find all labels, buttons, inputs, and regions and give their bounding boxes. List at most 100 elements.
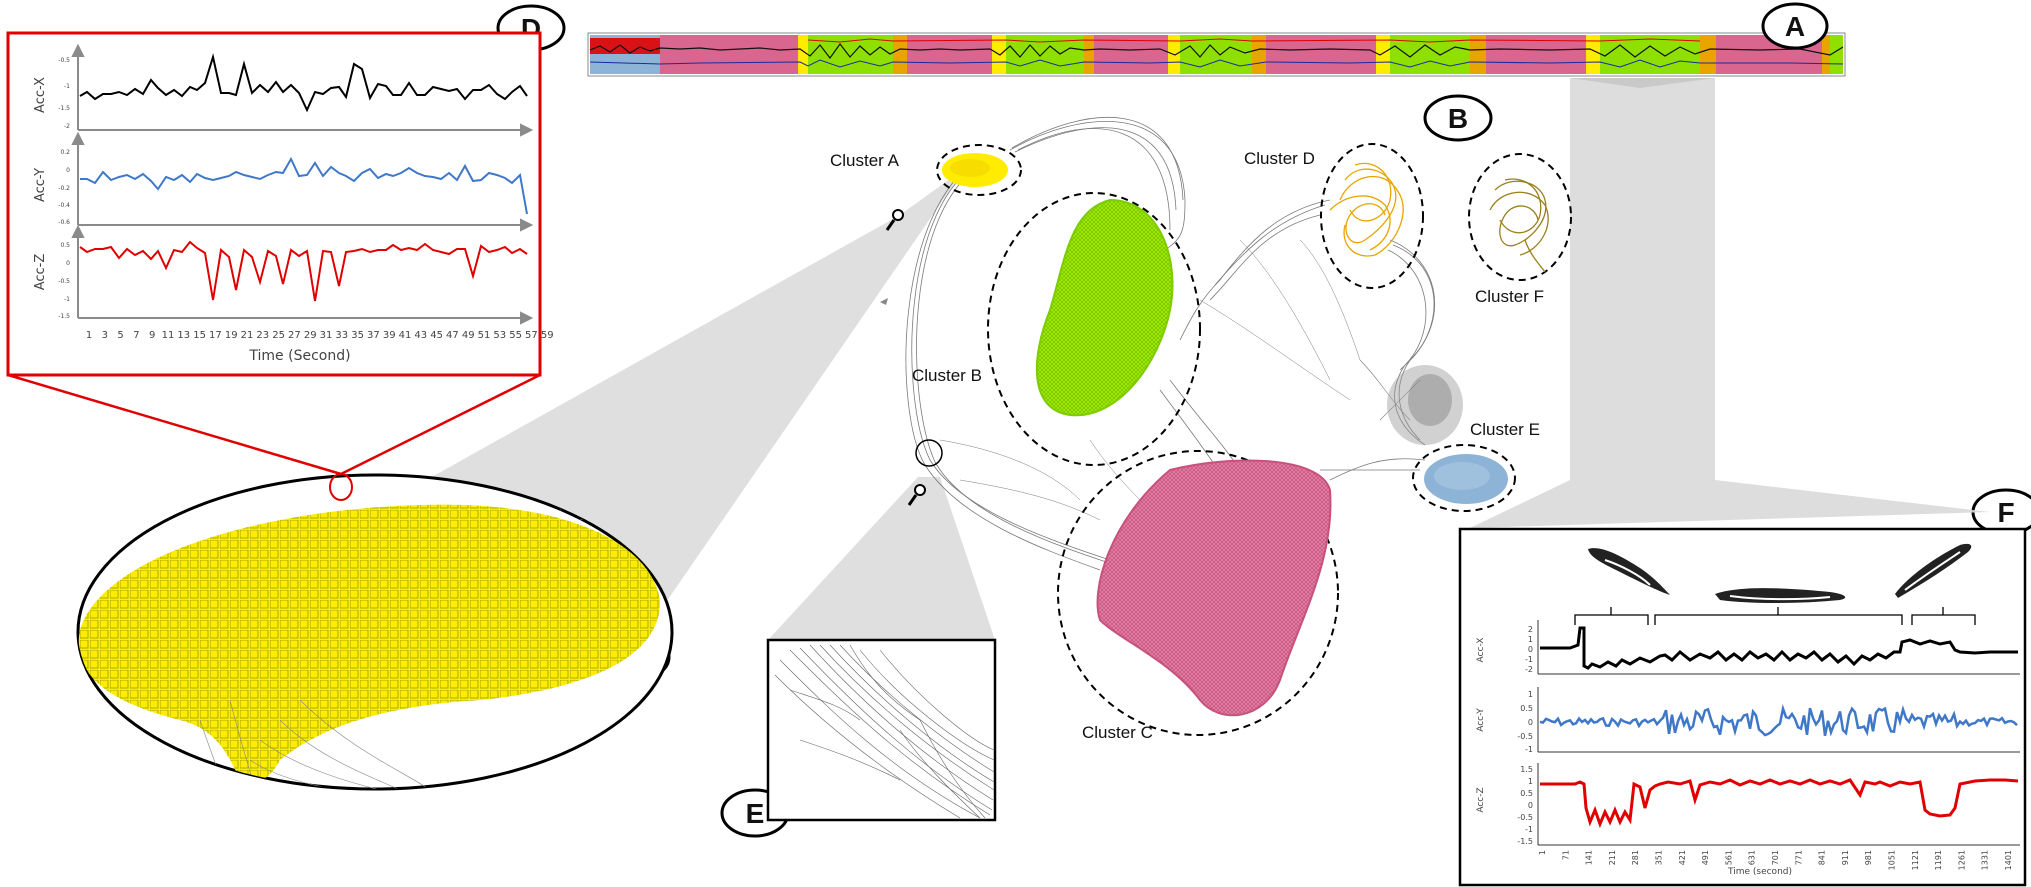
tick: 1 [1528, 635, 1533, 644]
panel-d-x-tick: 41 [399, 330, 412, 341]
tick: 1 [1528, 690, 1533, 699]
cluster-a [936, 144, 1022, 196]
panel-f-x-tick: 561 [1724, 850, 1733, 865]
panel-d-x-tick: 11 [162, 330, 175, 341]
tick: -1 [1525, 825, 1533, 834]
tick: 1 [1528, 777, 1533, 786]
panel-f-x-tick: 281 [1631, 850, 1640, 865]
label-a-text: A [1785, 11, 1805, 42]
panel-f-x-tick: 771 [1794, 850, 1803, 865]
panel-d-x-tick: 5 [117, 330, 123, 341]
panel-d-xlabel: Time (Second) [248, 348, 350, 364]
panel-d-x-tick: 9 [149, 330, 155, 341]
tick: 0.5 [1520, 704, 1533, 713]
panel-d-x-tick: 35 [351, 330, 364, 341]
panel-d-x-tick: 47 [446, 330, 459, 341]
panel-d-x-tick: 7 [133, 330, 139, 341]
tick: -0.5 [58, 57, 70, 64]
label-b-text: B [1448, 103, 1468, 134]
panel-e-zoom [766, 638, 997, 822]
panel-f-x-tick: 1331 [1981, 850, 1990, 870]
panel-d-chart: Acc-X Acc-Y Acc-Z Time (Second) -0.5 -1 … [6, 31, 554, 377]
panel-d-x-tick: 39 [383, 330, 396, 341]
panel-f-chart: Acc-X Acc-Y Acc-Z Time (second) 2 1 0 -1… [1458, 527, 2027, 887]
panel-b-network [905, 116, 1436, 571]
panel-d-x-tick: 53 [493, 330, 506, 341]
panel-f-x-tick: 1191 [1934, 850, 1943, 870]
panel-a-strip [587, 32, 1846, 77]
cluster-f-label: Cluster F [1475, 287, 1544, 306]
panel-d-x-tick: 3 [102, 330, 108, 341]
panel-d-x-tick: 17 [209, 330, 222, 341]
panel-d-ylabel-x: Acc-X [33, 77, 48, 113]
panel-d-ylabel-z: Acc-Z [33, 254, 48, 291]
magnifier-icon [885, 209, 904, 231]
panel-d-x-tick: 45 [430, 330, 443, 341]
panel-f-x-tick: 1121 [1911, 850, 1920, 870]
panel-f-ylabel-x: Acc-X [1476, 638, 1486, 663]
cluster-e [1412, 444, 1516, 512]
tick: -1 [1525, 745, 1533, 754]
penguin-icon [1588, 548, 1670, 595]
panel-d-x-tick: 19 [225, 330, 238, 341]
panel-f-x-tick: 911 [1841, 850, 1850, 865]
panel-d-x-tick: 25 [272, 330, 285, 341]
tick: -0.5 [1517, 732, 1533, 741]
cluster-b-label: Cluster B [912, 366, 982, 385]
tick: -1.5 [58, 313, 70, 320]
tick: 0.5 [60, 242, 70, 249]
panel-f-x-tick: 211 [1608, 850, 1617, 865]
tick: -0.6 [58, 219, 70, 226]
cluster-c [1057, 450, 1339, 736]
tick: -1.5 [58, 105, 70, 112]
cluster-a-label: Cluster A [830, 151, 900, 170]
panel-f-x-tick: 1261 [1957, 850, 1966, 870]
tick: 0 [1528, 718, 1533, 727]
tick: -1 [1525, 655, 1533, 664]
panel-f-ylabel-y: Acc-Y [1476, 708, 1486, 732]
network-dense-core [1408, 374, 1452, 426]
magnifier-icon [907, 484, 926, 506]
panel-f-x-tick: 351 [1655, 850, 1664, 865]
penguin-icon [1715, 588, 1846, 603]
panel-d-x-tick: 57 [525, 330, 538, 341]
tick: 1.5 [1520, 765, 1533, 774]
network-dense-region [1387, 365, 1463, 445]
panel-d-x-tick: 37 [367, 330, 380, 341]
label-b: B [1423, 94, 1493, 142]
panel-d-x-tick: 1 [86, 330, 92, 341]
panel-f-x-tick: 1 [1538, 850, 1547, 855]
penguin-icon [1895, 543, 1972, 598]
panel-d-connector [7, 373, 541, 476]
panel-f-x-tick: 631 [1748, 850, 1757, 865]
tick: -1.5 [1517, 837, 1533, 846]
panel-d-x-tick: 15 [193, 330, 206, 341]
panel-f-x-tick: 141 [1585, 850, 1594, 865]
panel-d-x-tick: 49 [462, 330, 475, 341]
label-f-text: F [1997, 497, 2014, 528]
arrow-marker [880, 298, 888, 305]
label-a: A [1761, 2, 1829, 50]
tick: -2 [1525, 665, 1533, 674]
cluster-c-label: Cluster C [1082, 723, 1153, 742]
zoom-target-circle [915, 439, 943, 467]
tick: 0 [1528, 645, 1533, 654]
tick: 0 [66, 167, 70, 174]
panel-f-x-tick: 421 [1678, 850, 1687, 865]
cluster-d-label: Cluster D [1244, 149, 1315, 168]
tick: -1 [64, 83, 70, 90]
panel-d-x-tick: 31 [320, 330, 333, 341]
tick: -1 [64, 296, 70, 303]
panel-f-x-tick: 841 [1818, 850, 1827, 865]
panel-d-x-tick: 21 [241, 330, 254, 341]
panel-f-x-tick: 1401 [2004, 850, 2013, 870]
cluster-b [987, 192, 1201, 466]
panel-d-x-tick: 27 [288, 330, 301, 341]
panel-f-x-tick: 701 [1771, 850, 1780, 865]
panel-d-x-tick: 43 [414, 330, 427, 341]
tick: -0.4 [58, 202, 70, 209]
tick: -0.5 [58, 278, 70, 285]
panel-d-x-tick: 33 [335, 330, 348, 341]
panel-d-x-tick: 13 [177, 330, 190, 341]
panel-c-zoom [76, 473, 674, 791]
